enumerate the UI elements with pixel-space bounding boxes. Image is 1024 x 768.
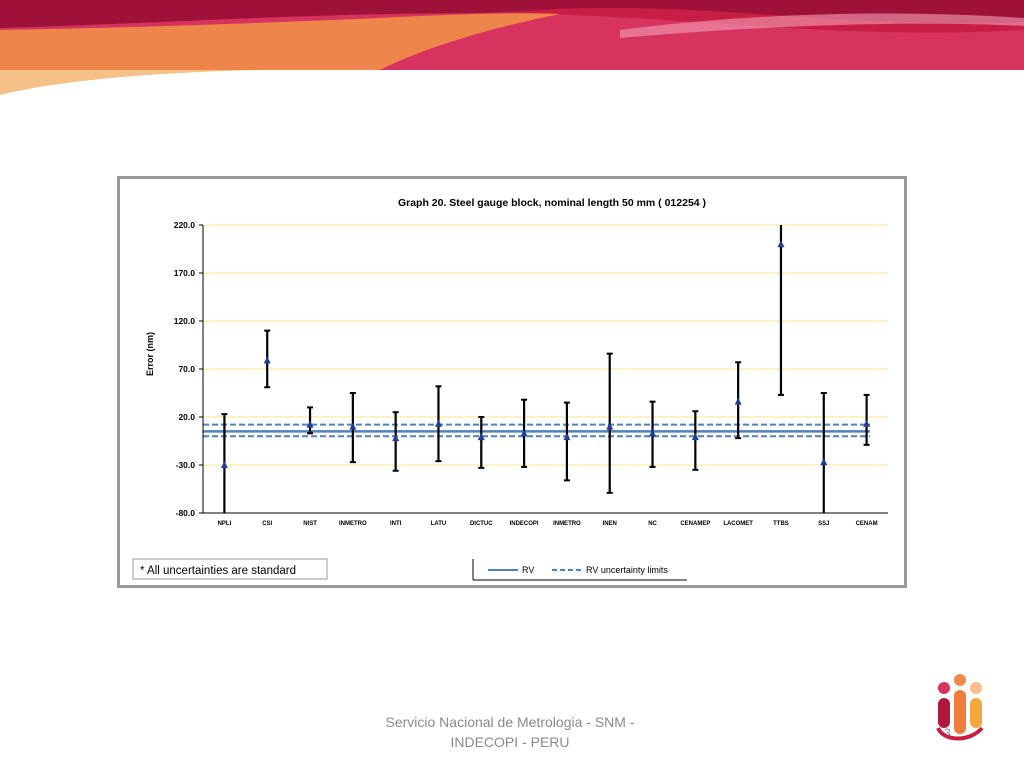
footer-line-1: Servicio Nacional de Metrologia - SNM -: [385, 714, 635, 730]
reference-lines: [203, 423, 870, 438]
chart-background: [120, 179, 904, 585]
data-point: [263, 356, 271, 364]
x-tick-label: INEN: [603, 521, 617, 527]
data-point: [520, 429, 528, 437]
footer-line-2: INDECOPI - PERU: [450, 734, 570, 750]
data-point: [734, 397, 742, 405]
x-tick-label: LATU: [431, 521, 447, 527]
y-tick-labels: 220.0 170.0 120.0 70.0 20.0 -30.0 -80.0: [174, 220, 203, 518]
note-text: * All uncertainties are standard: [140, 565, 296, 577]
legend-rv-label: RV: [522, 565, 534, 575]
data-point: [777, 240, 785, 248]
x-tick-label: CENAM: [856, 521, 878, 527]
x-tick-label: DICTUC: [470, 521, 493, 527]
data-point: [434, 419, 442, 427]
x-tick-label: CENAMEP: [680, 521, 710, 527]
y-tick-label: 170.0: [174, 268, 196, 278]
x-tick-labels: NPLI CSI NIST INMETRO INTI LATU DICTUC INDECOPI…: [218, 521, 878, 527]
y-tick-label: 20.0: [178, 412, 195, 422]
data-point: [220, 461, 228, 468]
page-number: 3: [944, 726, 951, 740]
gridlines: [203, 224, 888, 466]
x-tick-label: INMETRO: [553, 521, 581, 527]
x-tick-label: LACOMET: [723, 521, 753, 527]
data-point: [691, 433, 699, 441]
logo-icon: [936, 674, 984, 741]
error-bars: [220, 225, 871, 513]
data-point: [392, 434, 400, 442]
legend: RV RV uncertainty limits: [472, 559, 687, 581]
y-axis-label: Error (nm): [145, 332, 155, 376]
x-tick-label: NIST: [303, 521, 317, 527]
legend-limits-label: RV uncertainty limits: [586, 565, 668, 575]
data-point: [563, 433, 571, 441]
data-point: [649, 429, 657, 437]
x-tick-label: NC: [648, 521, 657, 527]
header-banner: [0, 0, 1024, 95]
data-point: [306, 420, 314, 428]
x-tick-label: INMETRO: [339, 521, 367, 527]
data-point: [863, 419, 871, 427]
data-point: [606, 422, 614, 430]
x-tick-label: CSI: [262, 521, 272, 527]
chart-frame: Graph 20. Steel gauge block, nominal len…: [117, 176, 907, 588]
x-tick-label: SSJ: [818, 521, 829, 527]
x-tick-label: INDECOPI: [510, 521, 539, 527]
x-tick-label: NPLI: [218, 521, 232, 527]
data-point: [477, 433, 485, 441]
y-tick-label: 120.0: [174, 316, 196, 326]
chart-title: Graph 20. Steel gauge block, nominal len…: [398, 197, 706, 209]
y-tick-label: -30.0: [176, 460, 196, 470]
y-tick-label: 70.0: [178, 364, 195, 374]
errorbar-chart: Graph 20. Steel gauge block, nominal len…: [120, 179, 904, 585]
data-point: [820, 458, 828, 466]
y-tick-label: 220.0: [174, 220, 196, 230]
footer-text: Servicio Nacional de Metrologia - SNM - …: [360, 712, 660, 752]
x-tick-label: TTBS: [773, 521, 789, 527]
x-tick-label: INTI: [390, 521, 402, 527]
data-point: [349, 422, 357, 430]
y-tick-label: -80.0: [176, 508, 196, 518]
note-box: * All uncertainties are standard: [132, 558, 328, 580]
